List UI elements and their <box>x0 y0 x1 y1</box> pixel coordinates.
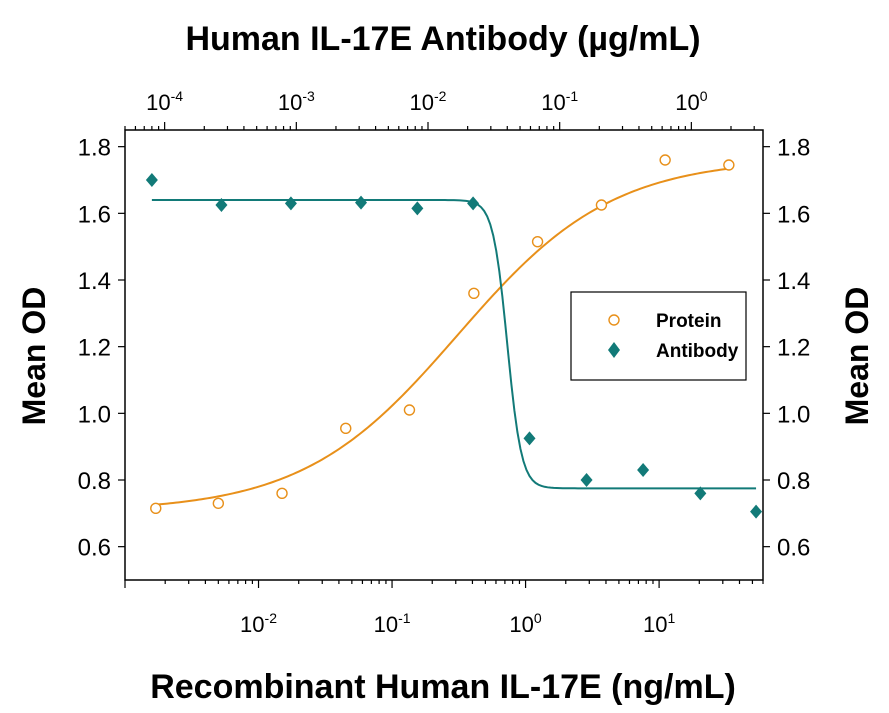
protein-point <box>150 502 162 515</box>
legend-protein-label: Protein <box>656 311 721 332</box>
data-points <box>145 154 763 519</box>
protein-point <box>212 497 225 510</box>
legend-antibody-label: Antibody <box>656 341 739 362</box>
y-tick-label-right: 0.6 <box>777 535 810 562</box>
protein-point <box>340 422 352 435</box>
plot-frame <box>124 129 764 581</box>
antibody-point <box>694 486 707 501</box>
y-axis-label: Mean OD <box>16 287 52 426</box>
antibody-point <box>355 195 368 210</box>
x-tick-label-top: 10-4 <box>146 88 183 115</box>
y-tick-label-right: 1.4 <box>777 268 810 295</box>
axes: 0.6 0.6 0.8 0.8 1.0 1.0 1.2 1.2 1.4 1.4 1.6 1.6 1.8 1… <box>78 88 811 637</box>
y-tick-label-right: 0.8 <box>777 468 810 495</box>
y-tick-label-left: 0.6 <box>78 535 111 562</box>
x-tick-label-top: 10-3 <box>278 88 315 115</box>
y-tick-label-left: 1.8 <box>78 135 111 162</box>
x-axis-label: Recombinant Human IL-17E (ng/mL) <box>150 668 736 706</box>
legend-antibody-marker <box>608 342 620 358</box>
antibody-point <box>637 463 650 477</box>
y-tick-label-left: 1.6 <box>78 201 111 228</box>
antibody-point <box>523 431 536 446</box>
protein-point <box>659 154 671 166</box>
protein-point <box>723 159 735 171</box>
antibody-point <box>750 504 763 519</box>
x-tick-label-bottom: 100 <box>509 610 541 637</box>
y-tick-label-left: 1.0 <box>78 401 111 428</box>
y-tick-label-left: 1.2 <box>78 335 111 362</box>
x-tick-label-bottom: 10-1 <box>374 610 411 637</box>
x-tick-label-top: 100 <box>675 88 707 115</box>
x-tick-label-bottom: 10-2 <box>240 610 277 637</box>
x-tick-label-top: 10-2 <box>410 88 447 115</box>
protein-fit-curve <box>155 167 729 506</box>
x-tick-label-top: 10-1 <box>541 88 578 115</box>
antibody-point <box>580 473 593 487</box>
antibody-point <box>467 196 480 211</box>
antibody-point <box>284 196 297 211</box>
legend: Protein Antibody <box>570 291 747 381</box>
protein-point <box>531 235 544 248</box>
protein-point <box>403 404 416 416</box>
y-tick-label-left: 0.8 <box>78 468 111 495</box>
antibody-point <box>215 198 228 212</box>
chart-title: Human IL-17E Antibody (µg/mL) <box>185 20 700 58</box>
legend-box <box>570 291 747 381</box>
fit-curves <box>151 167 757 506</box>
y-tick-label-right: 1.2 <box>777 335 810 362</box>
legend-protein-marker <box>608 314 620 326</box>
x-tick-label-bottom: 101 <box>643 610 675 637</box>
y-tick-label-right: 1.0 <box>777 401 810 428</box>
y-tick-label-right: 1.6 <box>777 201 810 228</box>
y-axis-label-right: Mean OD <box>839 287 875 426</box>
antibody-point <box>145 173 158 187</box>
antibody-fit-curve <box>151 199 757 490</box>
y-tick-label-left: 1.4 <box>78 268 111 295</box>
protein-point <box>468 287 480 300</box>
protein-point <box>276 487 288 500</box>
y-tick-label-right: 1.8 <box>777 135 810 162</box>
protein-point <box>595 199 608 211</box>
antibody-point <box>411 201 424 216</box>
